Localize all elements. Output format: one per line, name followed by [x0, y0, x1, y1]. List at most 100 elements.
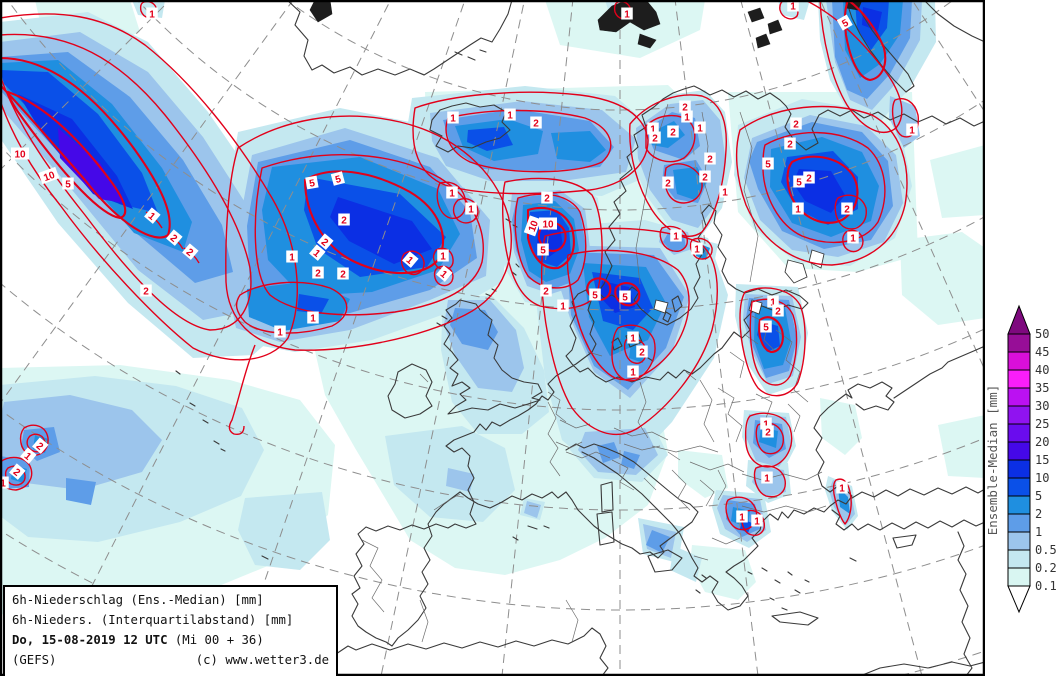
svg-text:5: 5 [334, 174, 343, 186]
contour-label: 1 [627, 331, 639, 345]
contour-label: 2 [790, 117, 802, 131]
contour-label: 1 [286, 250, 298, 264]
svg-text:2: 2 [702, 173, 708, 184]
colorbar-cell [1007, 531, 1031, 551]
svg-text:1: 1 [795, 205, 801, 216]
contour-label: 1 [670, 229, 682, 243]
svg-text:1: 1 [839, 484, 845, 495]
svg-text:2: 2 [544, 194, 550, 205]
contour-label: 2 [541, 191, 553, 205]
colorbar-cell [1007, 513, 1031, 533]
svg-text:1: 1 [770, 298, 776, 309]
legend-box: 6h-Niederschlag (Ens.-Median) [mm] 6h-Ni… [3, 585, 338, 676]
svg-text:1: 1 [277, 328, 283, 339]
svg-text:2: 2 [652, 134, 658, 145]
contour-label: 2 [338, 213, 350, 227]
svg-text:2: 2 [533, 119, 539, 130]
svg-text:1: 1 [697, 124, 703, 135]
coastlines [175, 0, 985, 676]
svg-text:5: 5 [308, 178, 316, 190]
contour-label: 2 [317, 233, 334, 250]
colorbar-tick-label: 50 [1035, 327, 1049, 341]
colorbar-cell [1007, 387, 1031, 407]
svg-text:1: 1 [790, 2, 796, 13]
contour-label: 2 [140, 284, 152, 298]
contour-label: 1 [437, 249, 449, 263]
colorbar-tick-label: 0.5 [1035, 543, 1057, 557]
svg-text:10: 10 [527, 219, 541, 234]
svg-text:1: 1 [909, 126, 915, 137]
colorbar-cell [1007, 477, 1031, 497]
contour-label: 2 [649, 131, 661, 145]
svg-text:1: 1 [404, 255, 416, 267]
contour-label: 5 [793, 175, 805, 189]
contour-label: 2 [784, 137, 796, 151]
contour-label: 1 [447, 111, 459, 125]
svg-text:5: 5 [540, 246, 546, 257]
svg-text:1: 1 [440, 252, 446, 263]
colorbar-cell [1007, 369, 1031, 389]
svg-text:10: 10 [14, 150, 26, 161]
contour-label: 2 [182, 243, 199, 260]
colorbar-title: Ensemble-Median [mm] [987, 385, 1000, 536]
svg-text:1: 1 [694, 245, 700, 256]
contour-label: 1 [146, 7, 158, 21]
colorbar-cell [1007, 441, 1031, 461]
svg-text:5: 5 [765, 160, 771, 171]
colorbar-arrow-down [1007, 585, 1031, 614]
svg-text:1: 1 [722, 188, 728, 199]
svg-text:5: 5 [65, 180, 71, 191]
legend-line-date: Do, 15-08-2019 12 UTC (Mi 00 + 36) [12, 630, 329, 650]
legend-line-median: 6h-Niederschlag (Ens.-Median) [mm] [12, 593, 264, 607]
colorbar-tick-label: 30 [1035, 399, 1049, 413]
contour-label: 1 [307, 311, 319, 325]
svg-text:1: 1 [146, 211, 158, 223]
contour-label: 1 [309, 244, 326, 261]
svg-text:1: 1 [507, 111, 513, 122]
contour-label: 2 [337, 267, 349, 281]
svg-text:1: 1 [449, 189, 455, 200]
legend-line-model: (GEFS) (c) www.wetter3.de [12, 650, 329, 670]
contour-label: 1 [681, 110, 693, 124]
contour-label: 2 [679, 100, 691, 114]
colorbar-cell [1007, 423, 1031, 443]
svg-text:1: 1 [764, 474, 770, 485]
svg-text:2: 2 [319, 237, 331, 249]
svg-text:1: 1 [763, 420, 769, 431]
svg-text:1: 1 [630, 368, 636, 379]
contour-label: 1 [402, 251, 419, 268]
lakes [653, 249, 825, 315]
colorbar-tick-label: 0.1 [1035, 579, 1057, 593]
colorbar: Ensemble-Median [mm] 5045403530252015105… [987, 304, 1057, 614]
graticule [0, 0, 985, 676]
forecast-date: Do, 15-08-2019 [12, 633, 116, 647]
contour-label: 1 [627, 365, 639, 379]
svg-text:2: 2 [168, 233, 180, 245]
svg-text:1: 1 [754, 517, 760, 528]
model-name: (GEFS) [12, 653, 57, 667]
colorbar-tick-label: 40 [1035, 363, 1049, 377]
svg-text:2: 2 [184, 247, 196, 259]
colorbar-cell [1007, 459, 1031, 479]
svg-text:1: 1 [673, 232, 679, 243]
svg-text:2: 2 [765, 428, 771, 439]
contour-label: 1 [144, 207, 161, 224]
forecast-time: 12 UTC [123, 633, 168, 647]
colorbar-cell [1007, 495, 1031, 515]
contour-label: 2 [699, 170, 711, 184]
contour-label: 1 [436, 265, 453, 282]
colorbar-cells: 50 45 40 35 30 25 20 15 10 5 2 1 0.5 0.2 0.1 [1007, 327, 1057, 593]
contour-label: 5 [62, 177, 74, 191]
contour-label: 5 [589, 288, 601, 302]
contour-label: 2 [636, 345, 648, 359]
contour-label: 2 [772, 304, 784, 318]
svg-text:2: 2 [315, 269, 321, 280]
contour-label: 5 [762, 157, 774, 171]
svg-text:5: 5 [840, 17, 851, 30]
svg-text:2: 2 [806, 174, 812, 185]
svg-text:1: 1 [468, 205, 474, 216]
contour-label: 2 [667, 125, 679, 139]
contour-label: 1 [621, 7, 633, 21]
contour-label: 5 [619, 290, 631, 304]
